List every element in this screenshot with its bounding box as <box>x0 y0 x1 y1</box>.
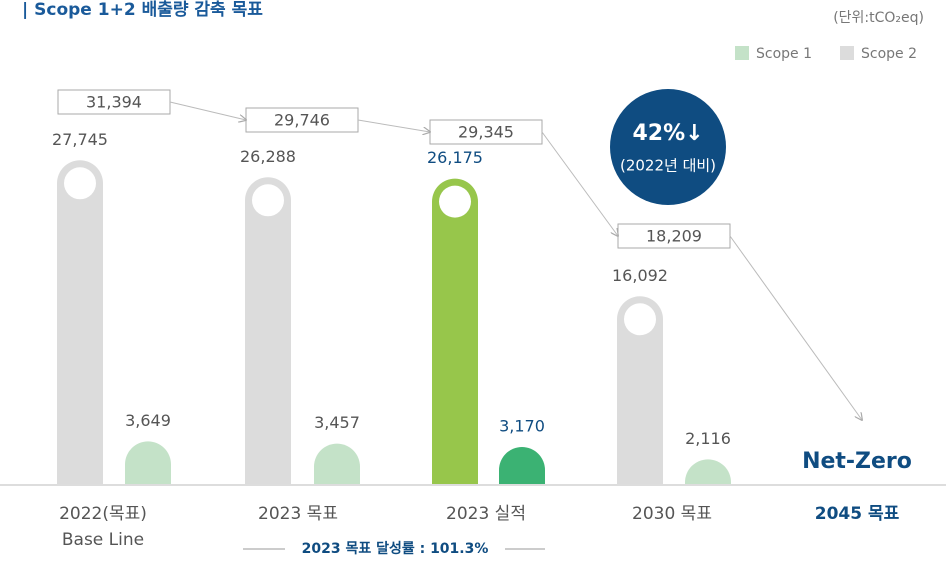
chart-title: | Scope 1+2 배출량 감축 목표 <box>22 0 263 20</box>
legend-label: Scope 2 <box>861 46 917 62</box>
legend-swatch <box>840 46 854 60</box>
footer: 2023 목표 달성률 : 101.3% <box>302 540 489 557</box>
total-box <box>617 223 731 249</box>
end-label: Net-Zero <box>802 449 912 474</box>
legend-label: Scope 1 <box>756 46 812 62</box>
value-label: 3,457 <box>314 413 360 432</box>
total-box <box>57 89 171 115</box>
badge-note: (2022년 대비) <box>620 157 716 175</box>
x-tick-label: 2023 실적 <box>446 504 526 524</box>
x-tick-label: 2022(목표) <box>59 504 147 524</box>
value-label: 27,745 <box>52 130 108 149</box>
trend-arrow <box>729 235 862 420</box>
total-label: 29,746 <box>274 111 330 130</box>
bar-dot <box>64 167 96 200</box>
bar <box>499 447 545 484</box>
badge <box>610 89 726 205</box>
value-label: 3,170 <box>499 417 545 436</box>
subcategory: Base Line <box>62 530 144 550</box>
badge-value: 42%↓ <box>632 121 703 146</box>
value-label: 26,288 <box>240 147 296 166</box>
bar <box>432 178 478 485</box>
bar <box>685 459 731 484</box>
bar <box>245 177 291 484</box>
trend-arrow <box>357 119 430 132</box>
bar <box>314 443 360 484</box>
value-label: 2,116 <box>685 429 731 448</box>
total-label: 29,345 <box>458 123 514 142</box>
legend-swatch <box>735 46 749 60</box>
bar-dot <box>624 303 656 336</box>
x-tick-label: 2023 목표 <box>258 504 338 524</box>
value-label: 16,092 <box>612 266 668 285</box>
value-label: 26,175 <box>427 148 483 167</box>
bar <box>57 160 103 484</box>
x-tick-label: 2045 목표 <box>815 504 900 524</box>
x-tick-label: 2030 목표 <box>632 504 712 524</box>
total-label: 31,394 <box>86 93 142 112</box>
bar-dot <box>252 184 284 217</box>
unit: (단위:tCO₂eq) <box>833 10 924 26</box>
bar <box>125 441 171 484</box>
bar <box>617 296 663 484</box>
total-label: 18,209 <box>646 227 702 246</box>
trend-arrow <box>169 101 246 120</box>
trend-arrow <box>541 131 618 236</box>
bar-dot <box>439 185 471 218</box>
value-label: 3,649 <box>125 411 171 430</box>
